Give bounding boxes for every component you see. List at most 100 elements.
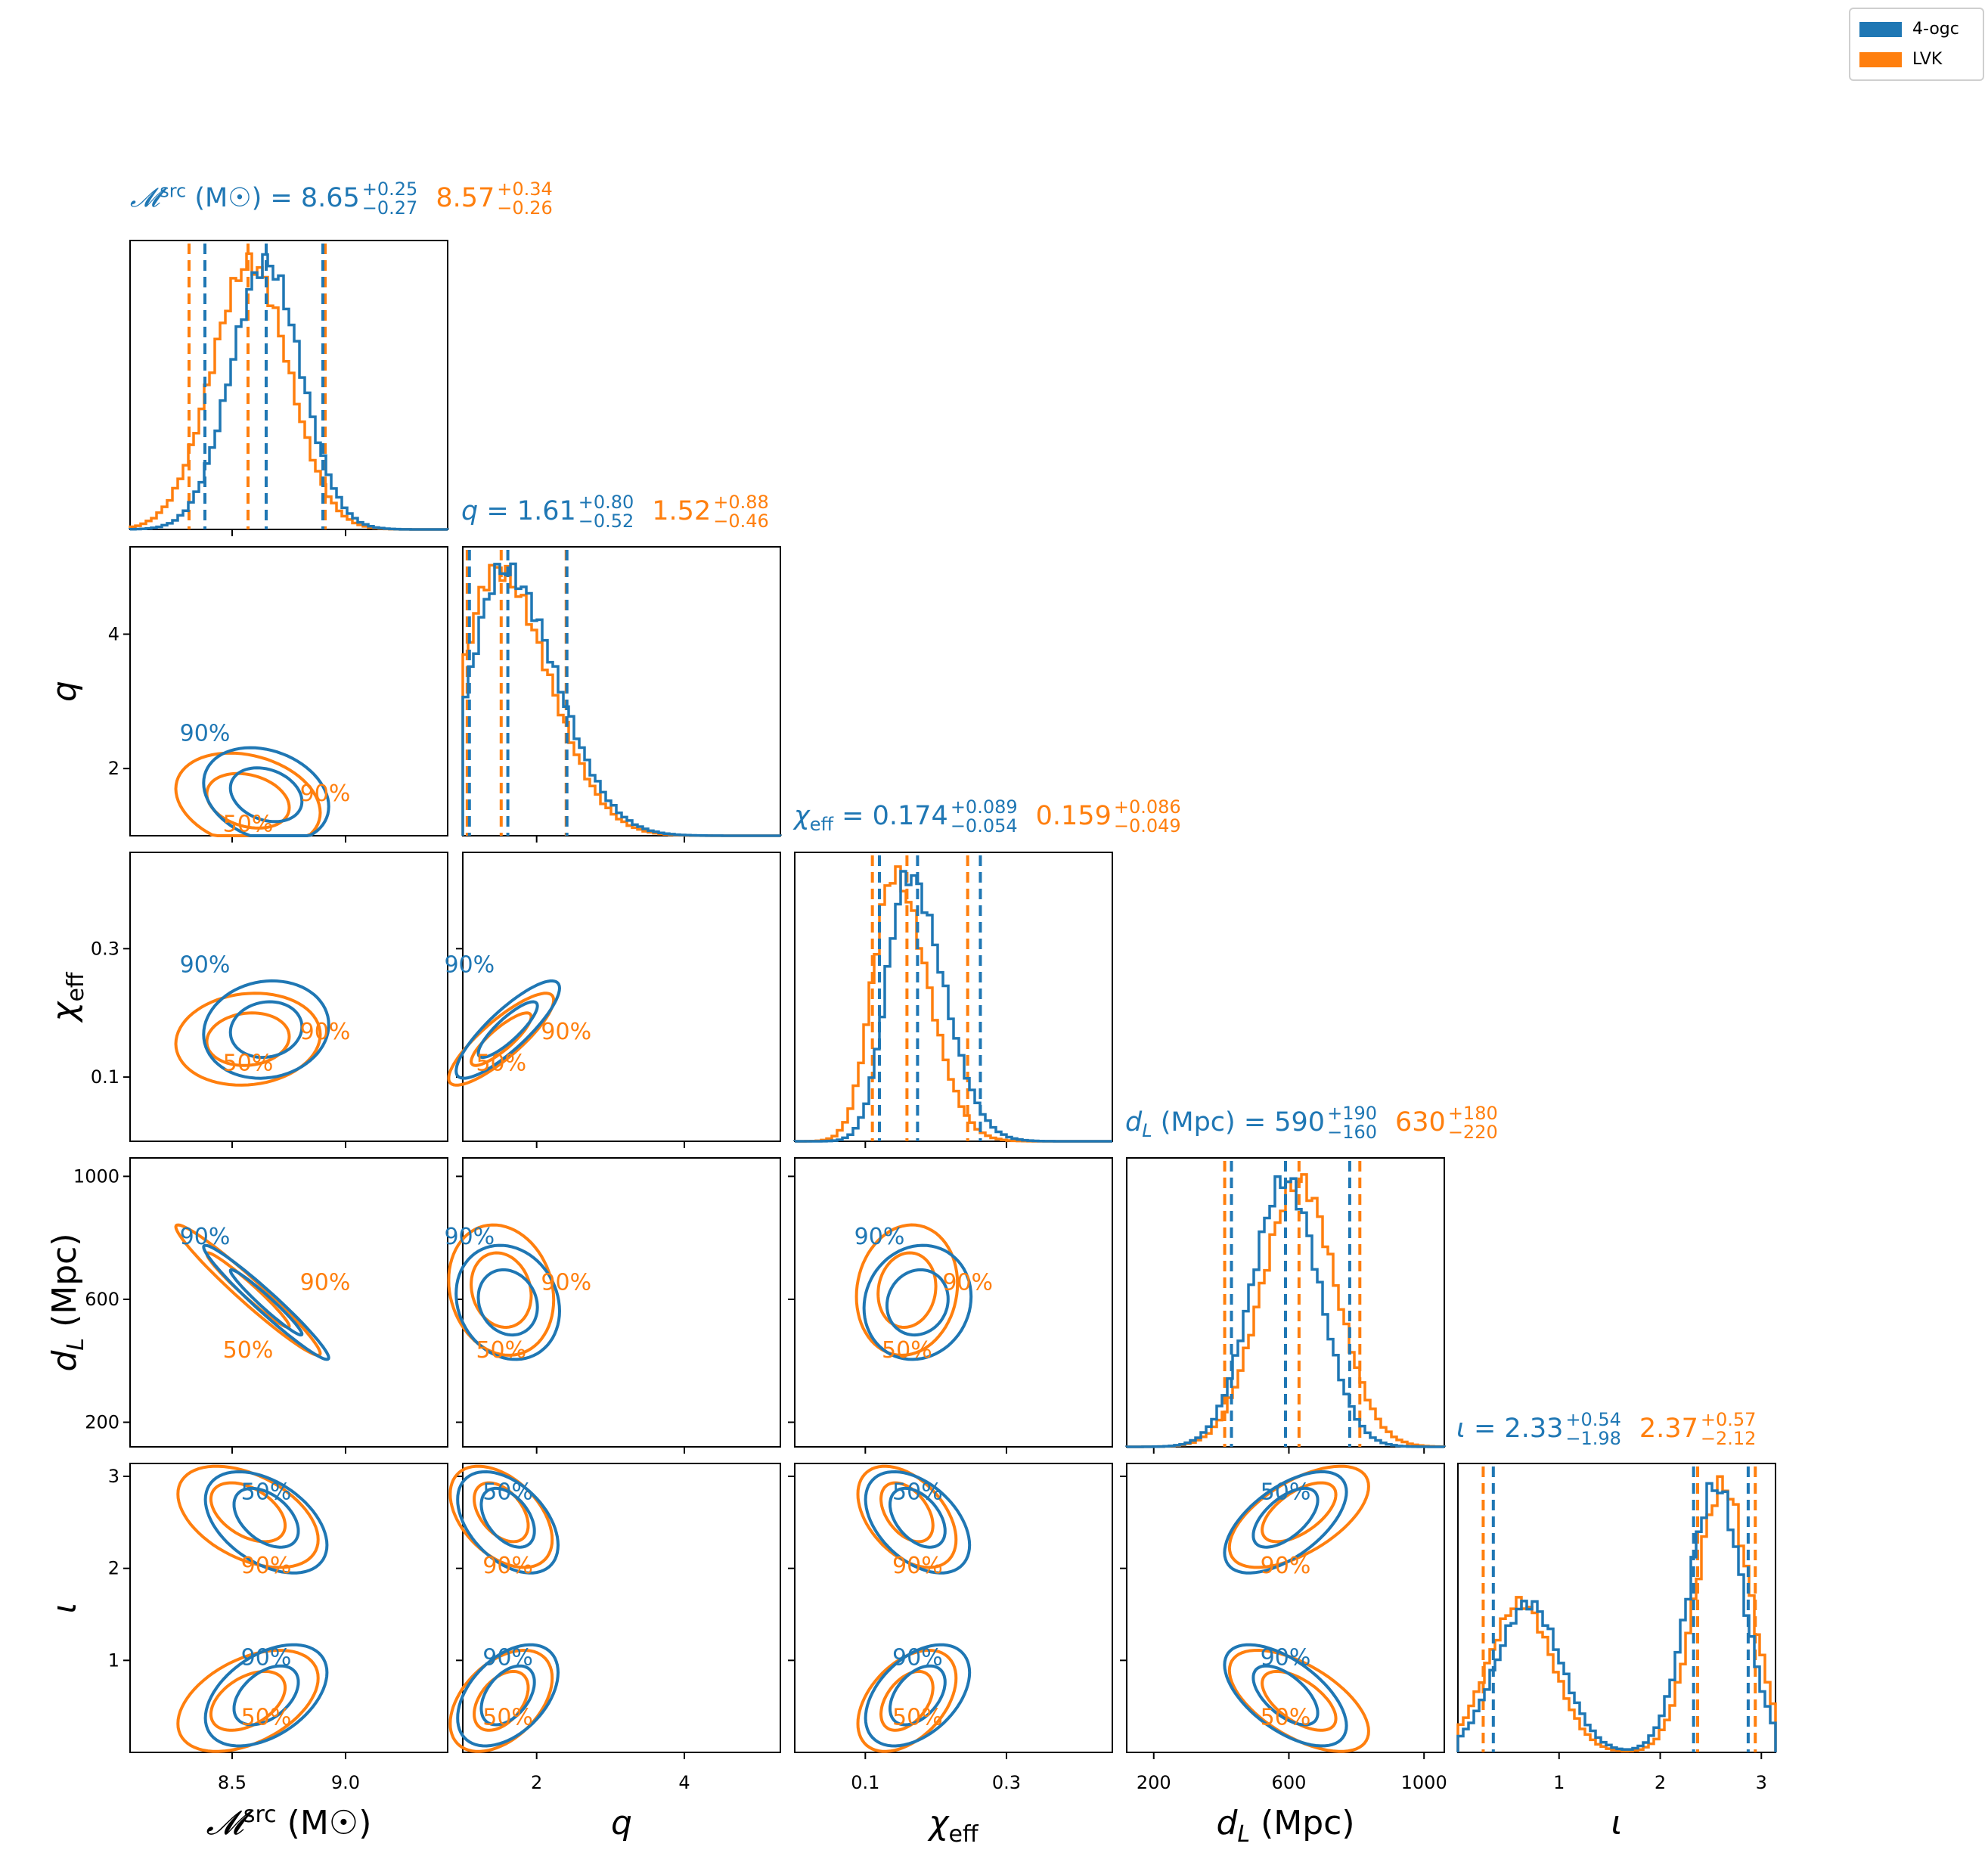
title-mchirp-ogc-minus: −0.27 (361, 197, 418, 219)
y-axis-label-q: q (45, 681, 84, 702)
contour-iota-dl-4-ogc-lower-50 (1251, 1664, 1320, 1727)
contour-label-iota-mchirp-lvk-90: 90% (241, 1553, 292, 1579)
histogram-chi_eff-4-ogc (795, 870, 1112, 1143)
contour-dl-chi_eff-4-ogc-90 (862, 1243, 973, 1361)
title-chi-eff-symbol: χ (794, 801, 810, 831)
contour-label-dl-q-ogc-90: 90% (444, 1224, 495, 1250)
x-tick-label-iota-0: 1 (1553, 1772, 1565, 1793)
histogram-dl (1125, 1161, 1446, 1448)
contour-label-iota-chi_eff-ogc-50: 50% (892, 1479, 943, 1505)
title-mchirp: 𝓜src (M☉) = 8.65 +0.25 −0.27 8.57 +0.34 −0.26 (130, 178, 553, 219)
contour-dl-mchirp-LVK-50 (205, 1251, 291, 1330)
histogram-iota-4-ogc (1456, 1482, 1777, 1752)
contour-iota-chi_eff-LVK-upper-50 (879, 1481, 935, 1544)
contours-iota-q: 50% 90% 90% 50% (448, 1464, 560, 1753)
panel-frame-mchirp-mchirp (129, 240, 448, 530)
x-axis-label-iota: ι (1611, 1804, 1623, 1842)
title-q-lvk-median: 1.52 (652, 496, 712, 526)
y-tick-label-dl-0: 200 (85, 1411, 119, 1432)
contour-label-q-mchirp-ogc-90: 90% (180, 721, 231, 747)
histogram-chi_eff-LVK (793, 865, 1112, 1143)
histogram-chi_eff (793, 855, 1112, 1143)
contour-iota-q-4-ogc-lower-50 (479, 1664, 536, 1727)
x-tick-label-mchirp-0: 8.5 (218, 1772, 247, 1793)
contour-iota-mchirp-4-ogc-lower-50 (232, 1664, 300, 1727)
contour-label-dl-q-lvk-90: 90% (541, 1270, 591, 1296)
contours-iota-mchirp: 50% 90% 90% 50% (176, 1464, 329, 1753)
title-dl-lvk-minus: −220 (1447, 1122, 1498, 1143)
contour-label-iota-dl-ogc-90: 90% (1261, 1644, 1311, 1671)
title-chi-eff-ogc-plus: +0.089 (950, 796, 1018, 818)
contour-iota-chi_eff-4-ogc-upper-50 (888, 1486, 947, 1549)
contour-chi_eff-q-4-ogc-90 (454, 979, 562, 1080)
contour-iota-mchirp-LVK-upper-90 (176, 1464, 320, 1569)
title-dl-ogc-minus: −160 (1327, 1122, 1377, 1143)
contour-label-chi_eff-mchirp-lvk-90: 90% (300, 1019, 351, 1045)
panel-frame-iota-dl (1126, 1463, 1445, 1753)
histogram-q-LVK (461, 563, 780, 837)
contour-iota-mchirp-4-ogc-upper-90 (203, 1470, 329, 1575)
legend-item-lvk: LVK (1859, 48, 1942, 71)
contour-label-iota-q-lvk-90: 90% (482, 1553, 533, 1579)
title-q-ogc-plus: +0.80 (578, 492, 634, 513)
contours-q-mchirp: 90% 90% 50% (174, 721, 351, 838)
x-axis-label-mchirp: 𝓜src (M☉) (206, 1802, 372, 1842)
y-axis-label-iota: ι (45, 1603, 84, 1614)
contours-iota-chi_eff: 50% 90% 90% 50% (856, 1464, 972, 1753)
contour-iota-mchirp-LVK-lower-50 (209, 1670, 287, 1732)
contour-dl-q-4-ogc-90 (454, 1243, 562, 1361)
contour-chi_eff-q-4-ogc-50 (476, 1000, 539, 1060)
contour-iota-mchirp-4-ogc-lower-90 (203, 1643, 329, 1748)
contour-chi_eff-q-LVK-50 (470, 1011, 533, 1067)
panel-frame-iota-chi_eff (794, 1463, 1113, 1753)
contour-iota-dl-LVK-upper-50 (1261, 1481, 1338, 1544)
x-tick-label-q-1: 4 (678, 1772, 690, 1793)
panel-frame-chi_eff-mchirp (129, 852, 448, 1142)
panel-frame-iota-q (462, 1463, 781, 1753)
y-tick-label-dl-2: 1000 (73, 1165, 119, 1187)
contour-dl-chi_eff-LVK-50 (876, 1251, 938, 1330)
contour-label-q-mchirp-lvk-50: 50% (223, 812, 274, 838)
title-chi-eff: χeff = 0.174 +0.089 −0.054 0.159 +0.086 −0.04… (794, 796, 1181, 836)
histogram-mchirp-4-ogc (129, 253, 449, 531)
histogram-q-4-ogc (461, 562, 780, 837)
x-tick-label-mchirp-1: 9.0 (331, 1772, 360, 1793)
contour-iota-q-4-ogc-upper-90 (456, 1470, 560, 1575)
histogram-iota-LVK (1456, 1475, 1777, 1753)
title-iota-lvk-median: 2.37 (1639, 1414, 1698, 1444)
contour-q-mchirp-4-ogc-50 (228, 766, 304, 824)
contour-label-dl-mchirp-ogc-90: 90% (180, 1224, 231, 1250)
contour-iota-dl-4-ogc-upper-50 (1251, 1486, 1320, 1549)
title-iota-ogc-median: 2.33 (1504, 1414, 1564, 1444)
contour-iota-mchirp-LVK-lower-90 (176, 1648, 320, 1753)
contour-chi_eff-mchirp-LVK-50 (205, 1011, 291, 1067)
contour-label-iota-dl-lvk-50: 50% (1261, 1705, 1311, 1731)
x-tick-label-dl-0: 200 (1137, 1772, 1171, 1793)
contour-label-chi_eff-mchirp-ogc-90: 90% (180, 952, 231, 979)
contour-dl-q-LVK-90 (447, 1223, 556, 1357)
title-mchirp-ogc-median: 8.65 (300, 183, 360, 213)
contours-chi_eff-q: 90% 90% 50% (444, 952, 591, 1087)
contour-label-iota-q-ogc-90: 90% (482, 1644, 533, 1671)
contour-iota-mchirp-4-ogc-upper-50 (232, 1486, 300, 1549)
title-mchirp-lvk-median: 8.57 (436, 183, 495, 213)
x-tick-label-dl-1: 600 (1272, 1772, 1307, 1793)
contour-label-iota-chi_eff-lvk-90: 90% (892, 1553, 943, 1579)
panel-frame-iota-mchirp (129, 1463, 448, 1753)
y-tick-label-iota-1: 2 (108, 1558, 119, 1579)
contour-iota-q-4-ogc-upper-50 (479, 1486, 536, 1549)
x-tick-label-dl-2: 1000 (1401, 1772, 1447, 1793)
contour-dl-chi_eff-4-ogc-50 (885, 1268, 950, 1337)
contour-label-iota-mchirp-lvk-50: 50% (241, 1705, 292, 1731)
title-dl-lvk-median: 630 (1395, 1107, 1446, 1137)
contour-label-iota-mchirp-ogc-50: 50% (241, 1479, 292, 1505)
title-q-lvk-minus: −0.46 (713, 511, 769, 532)
y-axis-label-dl: dL (Mpc) (45, 1233, 89, 1371)
contour-label-q-mchirp-lvk-90: 90% (300, 781, 351, 807)
title-chi-eff-sub: eff (809, 814, 834, 835)
contour-iota-dl-LVK-upper-90 (1227, 1464, 1370, 1569)
title-mchirp-sup: src (160, 180, 187, 202)
contour-label-iota-mchirp-ogc-90: 90% (241, 1644, 292, 1671)
contour-iota-chi_eff-4-ogc-lower-50 (888, 1664, 947, 1727)
panel-frame-dl-mchirp (129, 1157, 448, 1448)
